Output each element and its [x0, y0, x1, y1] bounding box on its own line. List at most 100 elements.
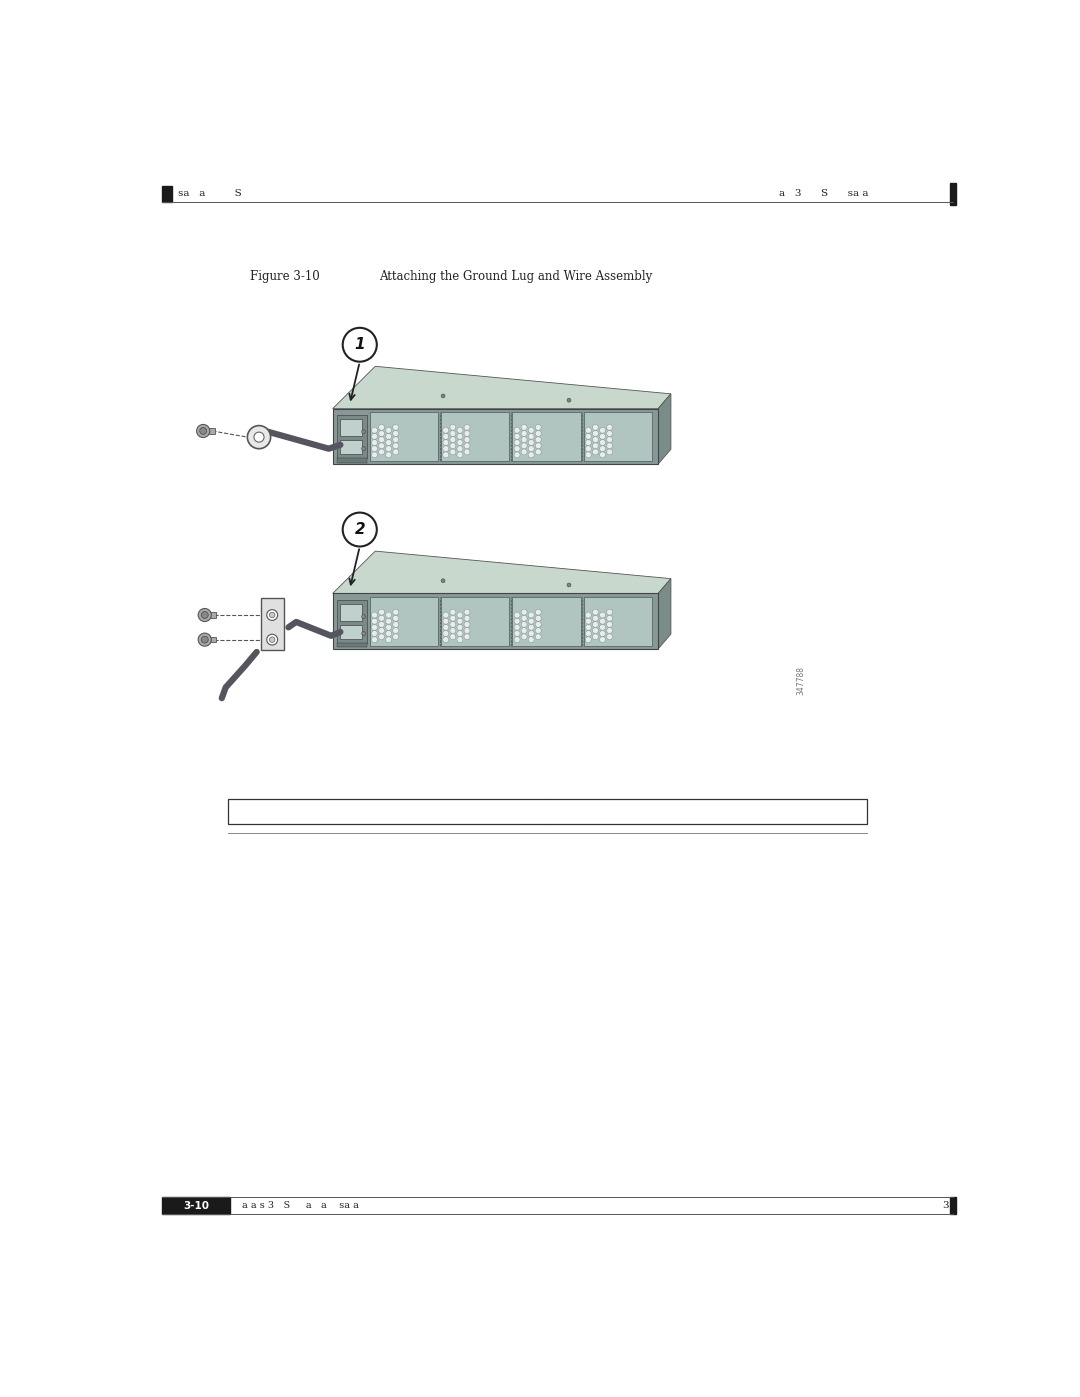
Circle shape [464, 443, 470, 448]
Circle shape [393, 430, 399, 436]
Bar [369, 412, 438, 461]
Text: 3: 3 [943, 1201, 949, 1210]
Polygon shape [333, 550, 671, 594]
Circle shape [593, 430, 598, 436]
Circle shape [443, 427, 448, 433]
Circle shape [372, 427, 377, 433]
Circle shape [607, 430, 612, 436]
Circle shape [267, 609, 278, 620]
Circle shape [372, 440, 377, 446]
Circle shape [585, 619, 592, 624]
Circle shape [443, 446, 448, 451]
Bar [222, 1201, 228, 1211]
Circle shape [599, 427, 606, 433]
Bar [340, 624, 362, 638]
Circle shape [379, 622, 384, 627]
Circle shape [607, 615, 612, 622]
Bar [512, 412, 581, 461]
Circle shape [585, 427, 592, 433]
Circle shape [198, 633, 212, 647]
Circle shape [464, 622, 470, 627]
Bar [583, 597, 652, 645]
Bar [950, 1197, 956, 1214]
Circle shape [386, 433, 392, 439]
Circle shape [443, 624, 448, 630]
Circle shape [362, 430, 365, 433]
Circle shape [599, 637, 606, 643]
Circle shape [254, 432, 264, 441]
Circle shape [522, 443, 527, 448]
Circle shape [536, 430, 541, 436]
Circle shape [528, 451, 535, 458]
Circle shape [599, 440, 606, 446]
Circle shape [457, 619, 463, 624]
Circle shape [607, 609, 612, 615]
Circle shape [514, 624, 521, 630]
Circle shape [362, 615, 365, 619]
Circle shape [450, 430, 456, 436]
Circle shape [393, 622, 399, 627]
Circle shape [386, 637, 392, 643]
Text: a   3      S      sa a: a 3 S sa a [780, 190, 869, 198]
Circle shape [522, 615, 527, 622]
Circle shape [528, 446, 535, 451]
Circle shape [450, 615, 456, 622]
Circle shape [443, 440, 448, 446]
Circle shape [514, 619, 521, 624]
Circle shape [593, 627, 598, 633]
Circle shape [536, 448, 541, 455]
Circle shape [443, 637, 448, 643]
Circle shape [457, 433, 463, 439]
Bar [340, 440, 362, 454]
Bar [162, 1197, 230, 1214]
Circle shape [585, 446, 592, 451]
Circle shape [457, 440, 463, 446]
Bar [337, 415, 367, 458]
Circle shape [386, 451, 392, 458]
Circle shape [457, 427, 463, 433]
Circle shape [457, 624, 463, 630]
Circle shape [599, 451, 606, 458]
Circle shape [379, 627, 384, 633]
Circle shape [536, 425, 541, 430]
Bar [228, 799, 867, 824]
Circle shape [514, 440, 521, 446]
Circle shape [457, 451, 463, 458]
Circle shape [379, 609, 384, 615]
Circle shape [536, 634, 541, 640]
Bar [340, 605, 362, 622]
Circle shape [593, 437, 598, 443]
Circle shape [599, 612, 606, 617]
Circle shape [599, 433, 606, 439]
Circle shape [536, 615, 541, 622]
Circle shape [528, 612, 535, 617]
Circle shape [599, 619, 606, 624]
Polygon shape [333, 366, 671, 409]
Circle shape [443, 630, 448, 637]
Circle shape [450, 425, 456, 430]
Circle shape [386, 630, 392, 637]
Text: 347788: 347788 [796, 666, 805, 696]
Circle shape [362, 631, 365, 636]
Circle shape [567, 583, 571, 587]
Circle shape [450, 622, 456, 627]
Circle shape [522, 425, 527, 430]
Circle shape [464, 430, 470, 436]
Circle shape [441, 578, 445, 583]
Text: Dual-hole ground adapter and dual-hole lug: Dual-hole ground adapter and dual-hole l… [563, 805, 853, 817]
Circle shape [372, 637, 377, 643]
Circle shape [372, 619, 377, 624]
Circle shape [536, 437, 541, 443]
Circle shape [514, 446, 521, 451]
Circle shape [443, 612, 448, 617]
Circle shape [270, 612, 275, 617]
Circle shape [393, 448, 399, 455]
Circle shape [386, 446, 392, 451]
Circle shape [464, 609, 470, 615]
Polygon shape [333, 409, 658, 464]
Circle shape [514, 433, 521, 439]
Circle shape [536, 443, 541, 448]
Bar [583, 412, 652, 461]
Bar [337, 458, 367, 462]
Circle shape [522, 622, 527, 627]
